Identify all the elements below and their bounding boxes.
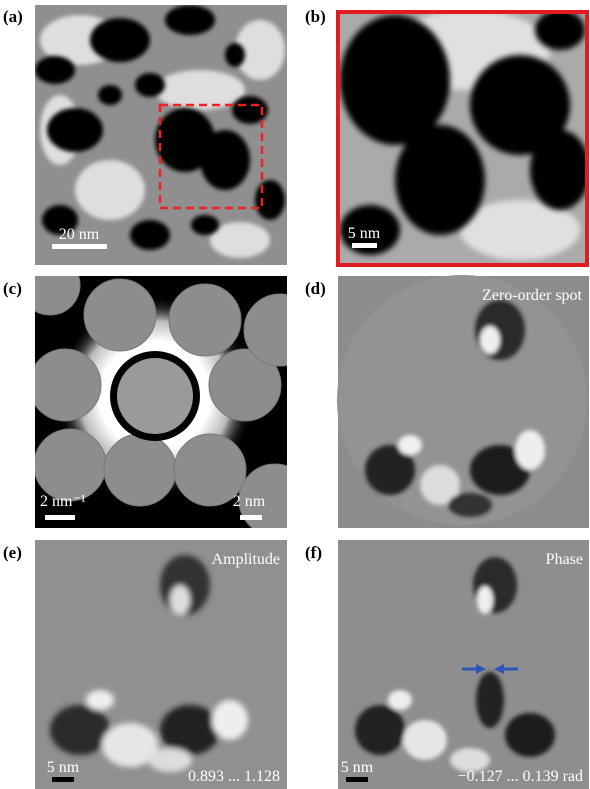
texture (84, 279, 156, 351)
panel-title: Phase (546, 551, 583, 568)
texture (398, 435, 422, 455)
texture (165, 5, 215, 35)
texture (480, 326, 500, 354)
range-label: 0.893 ... 1.128 (188, 768, 280, 785)
panel-label: (b) (305, 7, 326, 26)
texture (135, 73, 165, 97)
texture (90, 18, 150, 62)
texture (255, 180, 285, 220)
texture (34, 429, 106, 501)
panel-label: (c) (3, 279, 22, 298)
panel-title: Amplitude (212, 551, 280, 568)
texture (530, 130, 590, 210)
scale-label: 2 nm (233, 493, 266, 510)
scale-label: 2 nm⁻¹ (40, 493, 86, 510)
panel-label: (a) (3, 7, 23, 26)
texture (395, 125, 485, 235)
texture (535, 10, 585, 50)
scale-bar (346, 777, 368, 782)
panel-label: (e) (3, 543, 22, 562)
texture (29, 349, 101, 421)
scale-label: 20 nm (59, 226, 100, 243)
texture (170, 585, 190, 615)
texture (47, 108, 103, 152)
texture (130, 220, 170, 250)
texture (160, 705, 220, 755)
texture (191, 215, 219, 235)
scale-label: 5 nm (341, 759, 374, 776)
scale-bar (240, 515, 262, 520)
scale-bar (52, 777, 74, 782)
texture (475, 300, 525, 360)
texture (448, 493, 492, 517)
texture (169, 284, 241, 356)
scale-bar (352, 243, 377, 248)
texture (340, 15, 450, 145)
texture (244, 294, 316, 366)
texture (515, 430, 545, 470)
panel-label: (d) (305, 279, 326, 298)
texture (225, 43, 245, 67)
scale-label: 5 nm (47, 759, 80, 776)
panel-label: (f) (305, 543, 322, 562)
figure: 20 nm (a) 5 nm (b) 2 nm⁻¹ 2 nm (c) (0, 0, 590, 789)
texture (476, 672, 504, 728)
texture (505, 713, 555, 757)
texture (75, 160, 145, 220)
texture (50, 705, 110, 755)
range-label: −0.127 ... 0.139 rad (458, 768, 583, 785)
scale-label: 5 nm (348, 225, 381, 242)
texture (104, 434, 176, 506)
texture (355, 705, 405, 755)
texture (98, 85, 122, 105)
image-d (337, 275, 589, 528)
panel-title: Zero-order spot (482, 287, 583, 304)
texture (35, 56, 75, 84)
image-f (338, 540, 589, 789)
texture (403, 720, 447, 760)
scale-bar (52, 244, 107, 249)
scale-bar (45, 515, 75, 520)
image-e (35, 540, 287, 789)
texture (477, 586, 493, 614)
texture (212, 700, 248, 740)
texture (388, 690, 412, 710)
texture (210, 222, 270, 258)
texture (117, 358, 193, 434)
texture (200, 130, 250, 190)
texture (86, 690, 114, 710)
texture (148, 748, 192, 772)
